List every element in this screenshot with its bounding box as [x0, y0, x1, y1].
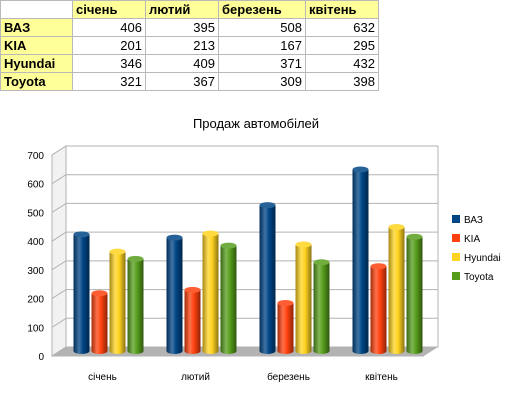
legend-label: Toyota: [464, 272, 494, 283]
bar: [370, 266, 387, 354]
bar: [277, 303, 294, 354]
bar-top: [277, 300, 294, 307]
table-cell[interactable]: 632: [305, 18, 379, 37]
table-corner-cell[interactable]: [0, 0, 73, 19]
gridline-side: [51, 174, 67, 185]
bar: [352, 169, 369, 354]
bar: [109, 251, 126, 354]
table-header-row: січень лютий березень квітень: [0, 0, 379, 19]
y-tick-label: 300: [27, 266, 44, 277]
x-tick-label: січень: [88, 372, 117, 383]
bar: [127, 258, 144, 354]
bar-top: [220, 242, 237, 249]
bar-top: [313, 259, 330, 266]
bar-top: [127, 255, 144, 262]
bar-top: [259, 202, 276, 209]
row-header[interactable]: Toyota: [0, 72, 73, 91]
legend-swatch: [452, 234, 460, 242]
bar-top: [406, 233, 423, 240]
column-header[interactable]: січень: [72, 0, 146, 19]
gridline-side: [51, 346, 67, 357]
bar: [295, 244, 312, 354]
bar-top: [184, 286, 201, 293]
x-tick-label: квітень: [365, 372, 398, 383]
table-cell[interactable]: 508: [218, 18, 306, 37]
table-row: Toyota 321 367 309 398: [0, 72, 379, 91]
table-cell[interactable]: 371: [218, 54, 306, 73]
bar: [388, 226, 405, 354]
gridline-side: [51, 289, 67, 299]
bar: [184, 289, 201, 354]
bar-top: [91, 290, 108, 297]
gridline-side: [51, 231, 67, 242]
legend-swatch: [452, 215, 460, 223]
gridline-side: [51, 317, 67, 328]
chart-side-wall: [51, 145, 67, 357]
bar-top: [166, 234, 183, 241]
table-cell[interactable]: 309: [218, 72, 306, 91]
y-tick-label: 0: [38, 352, 44, 363]
bar: [91, 293, 108, 354]
bar-top: [73, 231, 90, 238]
table-row: KIA 201 213 167 295: [0, 36, 379, 55]
y-tick-label: 400: [27, 237, 44, 248]
table-cell[interactable]: 432: [305, 54, 379, 73]
y-tick-label: 700: [27, 151, 44, 162]
bar: [406, 236, 423, 354]
table-cell[interactable]: 398: [305, 72, 379, 91]
gridline-side: [51, 260, 67, 271]
row-header[interactable]: Hyundai: [0, 54, 73, 73]
legend-swatch: [452, 253, 460, 261]
bar: [166, 237, 183, 354]
table-row: Hyundai 346 409 371 432: [0, 54, 379, 73]
y-tick-label: 500: [27, 208, 44, 219]
bar-top: [202, 230, 219, 237]
chart-floor: [52, 347, 438, 356]
bar-top: [295, 241, 312, 248]
sales-table: січень лютий березень квітень ВАЗ 406 39…: [0, 0, 379, 91]
table-cell[interactable]: 295: [305, 36, 379, 55]
bar: [202, 233, 219, 354]
table-cell[interactable]: 321: [72, 72, 146, 91]
legend-label: ВАЗ: [464, 215, 483, 226]
x-tick-label: березень: [267, 371, 310, 383]
y-tick-label: 100: [27, 323, 44, 334]
legend-label: Hyundai: [464, 253, 501, 264]
legend-swatch: [452, 272, 460, 280]
bar: [259, 205, 276, 354]
table-cell[interactable]: 346: [72, 54, 146, 73]
y-tick-label: 600: [27, 180, 44, 191]
bar-top: [388, 223, 405, 230]
x-tick-label: лютий: [181, 372, 210, 383]
bar: [220, 245, 237, 354]
gridline-side: [51, 203, 67, 213]
column-header[interactable]: березень: [218, 0, 306, 19]
legend-label: KIA: [464, 234, 480, 245]
bar-top: [352, 166, 369, 173]
bar-top: [370, 263, 387, 270]
bar-top: [109, 248, 126, 255]
bar: [313, 262, 330, 354]
table-cell[interactable]: 367: [145, 72, 219, 91]
bar: [73, 234, 90, 354]
gridline-side: [51, 145, 67, 156]
y-tick-label: 200: [27, 295, 44, 306]
chart-title: Продаж автомобілей: [192, 116, 320, 131]
